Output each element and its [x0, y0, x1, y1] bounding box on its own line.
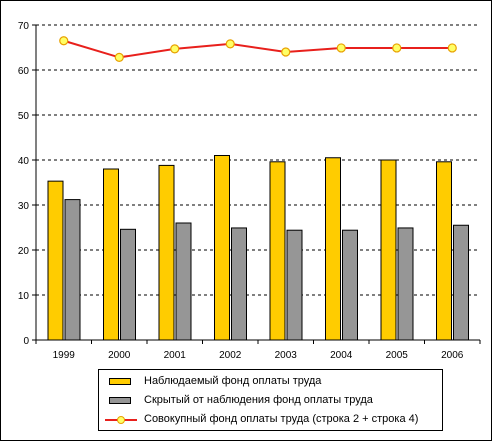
y-tick-label: 50: [18, 111, 30, 122]
x-tick-label: 2003: [275, 350, 298, 361]
y-tick-label: 20: [18, 246, 30, 257]
x-tick-label: 2002: [219, 350, 242, 361]
y-tick-label: 0: [23, 336, 29, 347]
legend-label-total: Совокупный фонд оплаты труда (строка 2 +…: [144, 413, 419, 425]
bar-observed: [380, 159, 397, 341]
x-tick-label: 2005: [386, 350, 409, 361]
bar-observed: [325, 157, 341, 341]
bar-hidden: [286, 229, 303, 341]
y-tick-label: 10: [18, 291, 30, 302]
bar-observed: [269, 161, 286, 341]
total-point: [114, 52, 124, 63]
y-tick-label: 60: [18, 66, 30, 77]
bar-hidden: [453, 224, 469, 341]
legend-label-hidden: Скрытый от наблюдения фонд оплаты труда: [144, 394, 373, 406]
bar-hidden: [342, 229, 358, 341]
total-point: [336, 43, 346, 53]
total-point: [447, 43, 457, 53]
total-point: [225, 39, 235, 49]
bar-hidden: [397, 227, 414, 341]
total-point: [281, 47, 291, 57]
legend-item-hidden: Скрытый от наблюдения фонд оплаты труда: [99, 392, 442, 410]
x-tick-label: 2000: [108, 350, 131, 361]
bar-observed: [103, 168, 119, 341]
total-line: [63, 39, 453, 59]
x-tick-label: 2006: [441, 350, 464, 361]
total-point: [392, 43, 402, 53]
bar-observed: [158, 164, 175, 341]
legend-item-observed: Наблюдаемый фонд оплаты труда: [99, 373, 442, 391]
y-tick-label: 70: [18, 21, 30, 32]
legend-label-observed: Наблюдаемый фонд оплаты труда: [144, 375, 322, 387]
legend-swatch-observed: [109, 378, 131, 385]
legend-item-total: Совокупный фонд оплаты труда (строка 2 +…: [99, 411, 442, 429]
x-tick-label: 2001: [164, 350, 187, 361]
total-point: [170, 44, 180, 54]
bar-hidden: [120, 228, 136, 341]
legend-swatch-hidden: [109, 397, 131, 404]
total-point: [59, 36, 69, 46]
bar-hidden: [175, 222, 192, 341]
legend: Наблюдаемый фонд оплаты труда Скрытый от…: [98, 369, 443, 431]
bar-observed: [436, 161, 452, 341]
bar-observed: [47, 180, 64, 341]
bar-observed: [214, 155, 230, 341]
bar-hidden: [231, 227, 247, 341]
x-tick-label: 1999: [53, 350, 76, 361]
x-tick-label: 2004: [330, 350, 353, 361]
legend-swatch-total-marker: [117, 416, 125, 424]
bar-hidden: [64, 199, 81, 341]
y-tick-label: 30: [18, 201, 30, 212]
y-tick-label: 40: [18, 156, 30, 167]
